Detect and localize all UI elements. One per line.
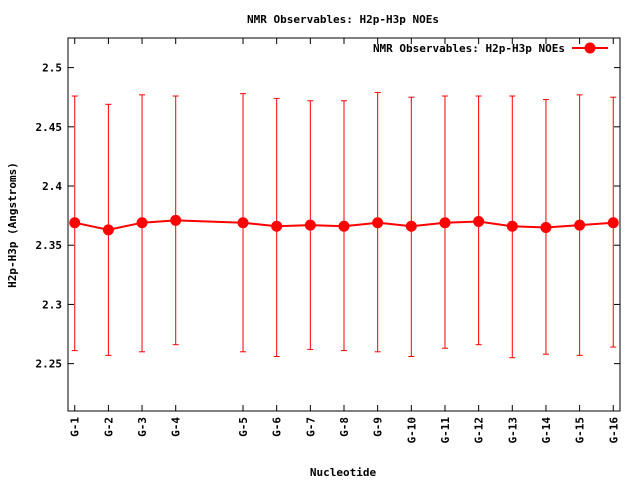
x-tick-label: G-12 — [473, 417, 486, 444]
y-tick-label: 2.5 — [42, 62, 62, 75]
legend-label: NMR Observables: H2p-H3p NOEs — [373, 42, 565, 55]
data-point — [473, 216, 485, 228]
legend: NMR Observables: H2p-H3p NOEs — [373, 42, 608, 55]
data-point — [304, 219, 316, 231]
y-axis-label: H2p-H3p (Angstroms) — [6, 162, 19, 288]
data-point — [170, 214, 182, 226]
x-tick-label: G-4 — [170, 417, 183, 437]
data-point — [102, 224, 114, 236]
data-point — [540, 221, 552, 233]
y-tick-label: 2.3 — [42, 298, 62, 311]
x-tick-label: G-16 — [607, 417, 620, 444]
data-point — [607, 217, 619, 229]
y-tick-label: 2.45 — [36, 121, 63, 134]
x-axis-label: Nucleotide — [310, 466, 377, 479]
x-tick-label: G-9 — [372, 417, 385, 437]
chart-title: NMR Observables: H2p-H3p NOEs — [247, 13, 439, 26]
plot-frame — [67, 37, 621, 412]
series-line — [74, 219, 614, 231]
tick-layer: 2.25 2.3 2.35 2.4 2.45 2.5 G-1 G-2 G-3 G-4 G-5 G-6 G… — [36, 38, 620, 444]
x-tick-label: G-5 — [237, 417, 250, 437]
x-tick-label: G-13 — [506, 417, 519, 444]
data-point — [237, 217, 249, 229]
data-point — [372, 217, 384, 229]
x-tick-label: G-6 — [271, 417, 284, 437]
x-tick-label: G-11 — [439, 417, 452, 444]
x-tick-label: G-14 — [540, 417, 553, 444]
y-tick-label: 2.25 — [36, 358, 63, 371]
data-point — [405, 220, 417, 232]
x-tick-label: G-7 — [304, 417, 317, 437]
data-point — [439, 217, 451, 229]
data-point — [574, 219, 586, 231]
x-tick-label: G-2 — [102, 417, 115, 437]
x-tick-label: G-15 — [574, 417, 587, 444]
y-tick-label: 2.35 — [36, 239, 63, 252]
legend-swatch-marker — [584, 42, 596, 54]
point-layer — [69, 214, 619, 236]
data-point — [136, 217, 148, 229]
data-point — [271, 220, 283, 232]
x-tick-label: G-1 — [69, 417, 82, 437]
data-point — [69, 217, 81, 229]
data-point — [338, 220, 350, 232]
y-tick-label: 2.4 — [42, 180, 62, 193]
data-point — [506, 220, 518, 232]
x-tick-label: G-3 — [136, 417, 149, 437]
x-tick-label: G-10 — [405, 417, 418, 444]
x-tick-label: G-8 — [338, 417, 351, 437]
